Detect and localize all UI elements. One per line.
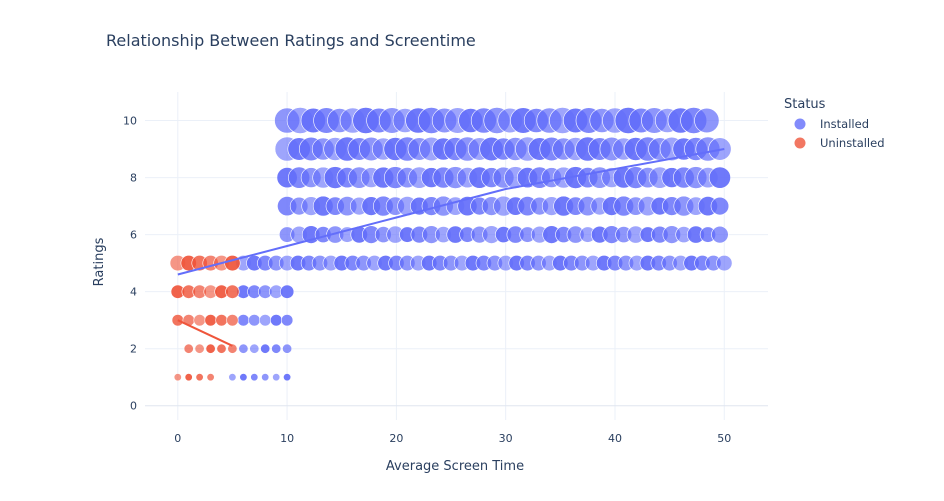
data-point[interactable] [248, 314, 261, 327]
y-tick-label: 0 [130, 400, 137, 413]
data-point[interactable] [237, 314, 250, 327]
legend-title: Status [784, 97, 826, 112]
data-point[interactable] [711, 225, 729, 244]
data-point[interactable] [272, 373, 281, 382]
y-tick-label: 6 [130, 229, 137, 242]
x-tick-label: 0 [174, 432, 181, 445]
legend[interactable]: Status Installed Uninstalled [784, 97, 885, 150]
data-point[interactable] [205, 343, 216, 354]
y-tick-label: 10 [123, 115, 137, 128]
data-point[interactable] [270, 314, 283, 327]
data-point[interactable] [224, 255, 241, 272]
x-axis-title: Average Screen Time [386, 459, 524, 474]
data-point[interactable] [195, 373, 204, 382]
data-point[interactable] [183, 343, 194, 354]
x-tick-label: 30 [499, 432, 513, 445]
data-point[interactable] [239, 373, 248, 382]
trend-line [177, 148, 725, 276]
data-point[interactable] [283, 373, 292, 382]
data-point[interactable] [249, 343, 260, 354]
data-point[interactable] [184, 373, 193, 382]
data-point[interactable] [716, 255, 733, 272]
series-uninstalled [169, 255, 241, 382]
trend-lines [177, 148, 725, 347]
data-point[interactable] [694, 107, 720, 134]
data-point[interactable] [238, 343, 249, 354]
legend-item-installed[interactable]: Installed [794, 117, 870, 131]
x-tick-label: 20 [389, 432, 403, 445]
data-point[interactable] [260, 343, 271, 354]
data-point[interactable] [282, 343, 293, 354]
data-point[interactable] [216, 343, 227, 354]
data-point[interactable] [215, 314, 228, 327]
chart-title: Relationship Between Ratings and Screent… [106, 31, 476, 50]
y-tick-label: 2 [130, 343, 137, 356]
data-point[interactable] [228, 373, 237, 382]
data-point[interactable] [259, 314, 272, 327]
x-tick-label: 10 [280, 432, 294, 445]
series-installed [228, 107, 733, 382]
trend-line [177, 319, 233, 347]
x-axis-ticks: 0 10 20 30 40 50 [174, 432, 731, 445]
data-point[interactable] [194, 343, 205, 354]
legend-label-installed: Installed [820, 117, 869, 131]
data-point[interactable] [250, 373, 259, 382]
data-point[interactable] [204, 314, 217, 327]
x-tick-label: 40 [608, 432, 622, 445]
data-point[interactable] [280, 284, 295, 299]
y-axis-ticks: 0 2 4 6 8 10 [123, 115, 137, 413]
data-point[interactable] [173, 373, 182, 382]
data-point[interactable] [206, 373, 215, 382]
legend-marker-uninstalled [794, 137, 806, 149]
data-point[interactable] [193, 314, 206, 327]
data-point[interactable] [271, 343, 282, 354]
data-point[interactable] [226, 314, 239, 327]
legend-label-uninstalled: Uninstalled [820, 136, 885, 150]
data-point[interactable] [225, 284, 240, 299]
legend-item-uninstalled[interactable]: Uninstalled [794, 136, 885, 150]
data-point[interactable] [281, 314, 294, 327]
data-point[interactable] [261, 373, 270, 382]
data-point[interactable] [710, 196, 730, 216]
y-axis-title: Ratings [92, 237, 107, 286]
y-tick-label: 4 [130, 286, 137, 299]
legend-marker-installed [794, 118, 806, 130]
data-point[interactable] [708, 166, 731, 189]
data-point[interactable] [227, 343, 238, 354]
x-tick-label: 50 [717, 432, 731, 445]
y-tick-label: 8 [130, 172, 137, 185]
